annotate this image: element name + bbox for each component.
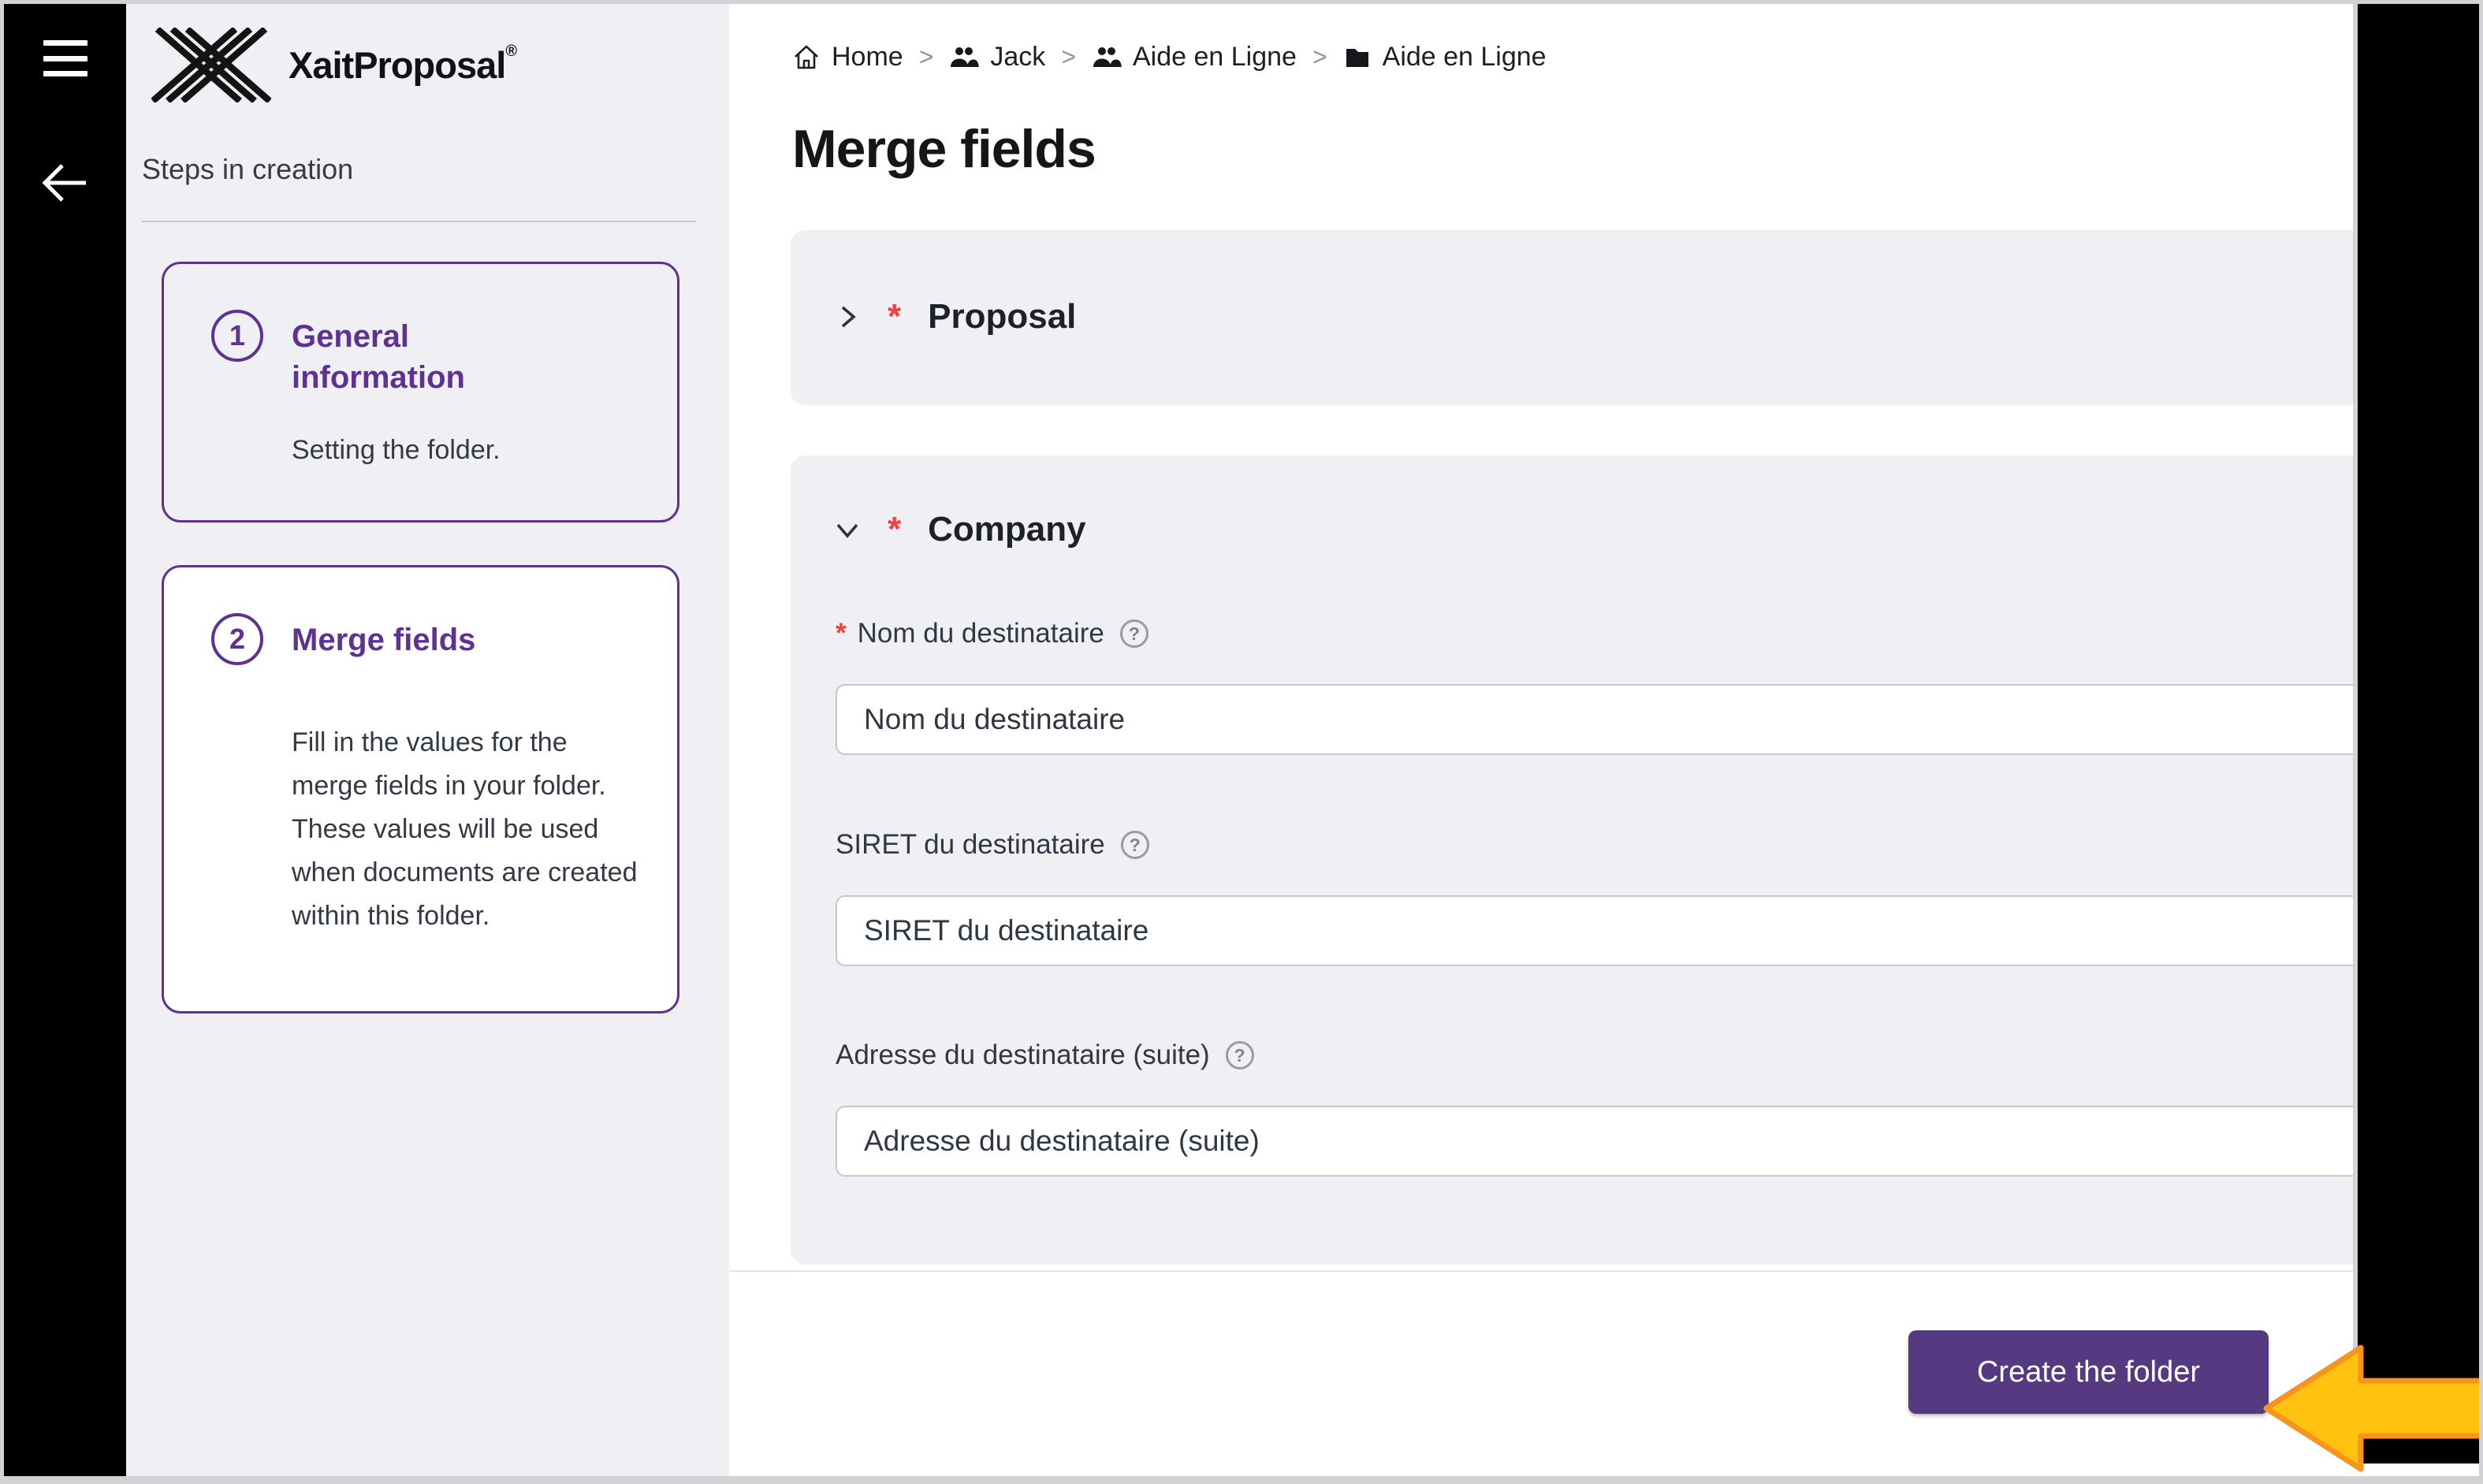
step-number-badge: 2 — [211, 613, 263, 665]
step-number-badge: 1 — [211, 310, 263, 362]
desktop-background — [2353, 4, 2483, 1464]
main-content: Home > Jack > Aide en Ligne > Aide en Li… — [729, 4, 2353, 1476]
required-marker: * — [888, 510, 902, 549]
section-proposal-header[interactable]: * Proposal — [791, 297, 1076, 337]
section-label: Company — [928, 510, 1086, 549]
help-icon[interactable]: ? — [1225, 1041, 1254, 1069]
section-proposal: * Proposal — [791, 230, 2353, 404]
section-company-header[interactable]: * Company — [791, 493, 2353, 566]
nav-rail — [4, 4, 126, 1476]
users-icon — [949, 43, 980, 72]
breadcrumb-separator: > — [1312, 43, 1327, 71]
adresse-du-destinataire-suite-input[interactable] — [836, 1106, 2353, 1177]
create-the-folder-button[interactable]: Create the folder — [1908, 1330, 2269, 1414]
field-label-siret-du-destinataire: SIRET du destinataire ? — [836, 829, 2353, 861]
field-label-nom-du-destinataire: * Nom du destinataire ? — [836, 618, 2353, 649]
step-description: Setting the folder. — [292, 434, 501, 465]
app-name: XaitProposal® — [289, 43, 517, 86]
help-icon[interactable]: ? — [1120, 831, 1149, 859]
siret-du-destinataire-input[interactable] — [836, 895, 2353, 966]
steps-panel-title: Steps in creation — [142, 153, 354, 185]
help-icon[interactable]: ? — [1119, 619, 1148, 648]
section-label: Proposal — [928, 297, 1077, 336]
wizard-footer: Create the folder — [729, 1270, 2353, 1414]
breadcrumb-item-folder-aide-en-ligne[interactable]: Aide en Ligne — [1343, 42, 1547, 73]
nom-du-destinataire-input[interactable] — [836, 684, 2353, 755]
chevron-down-icon — [834, 516, 861, 543]
registered-mark: ® — [505, 43, 517, 60]
step-title: General information — [292, 319, 465, 395]
step-title: Merge fields — [292, 623, 476, 657]
app-logo: XaitProposal® — [151, 28, 729, 102]
home-icon — [792, 43, 821, 72]
breadcrumb-separator: > — [918, 43, 934, 71]
breadcrumb-item-jack[interactable]: Jack — [949, 42, 1045, 73]
breadcrumb: Home > Jack > Aide en Ligne > Aide en Li… — [792, 42, 2353, 73]
required-marker: * — [836, 618, 847, 649]
required-marker: * — [888, 297, 902, 336]
steps-panel: XaitProposal® Steps in creation 1 Genera… — [126, 4, 729, 1476]
users-icon — [1092, 43, 1122, 72]
breadcrumb-item-aide-en-ligne[interactable]: Aide en Ligne — [1092, 42, 1297, 73]
xait-x-logo-icon — [151, 28, 271, 102]
back-arrow-icon[interactable] — [40, 160, 91, 206]
chevron-right-icon — [834, 303, 861, 330]
breadcrumb-item-home[interactable]: Home — [792, 42, 903, 73]
step-card-general-information[interactable]: 1 General information Setting the folder… — [162, 262, 679, 523]
folder-icon — [1343, 43, 1372, 72]
breadcrumb-separator: > — [1061, 43, 1076, 71]
field-label-adresse-du-destinataire-suite: Adresse du destinataire (suite) ? — [836, 1040, 2353, 1071]
divider — [142, 221, 696, 222]
step-description: Fill in the values for the merge fields … — [292, 727, 638, 932]
step-card-merge-fields[interactable]: 2 Merge fields Fill in the values for th… — [162, 565, 679, 1014]
page-title: Merge fields — [792, 119, 1096, 179]
section-company: * Company * Nom du destinataire ? SIRET … — [791, 456, 2353, 1263]
hamburger-menu-icon[interactable] — [43, 40, 87, 76]
